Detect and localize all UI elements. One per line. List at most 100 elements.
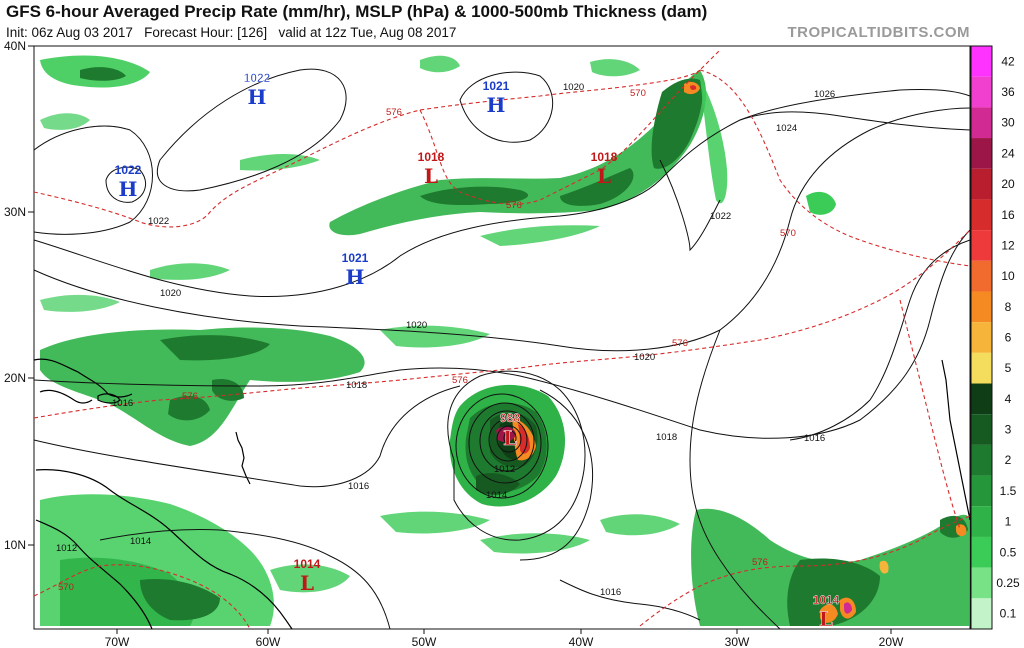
coastline xyxy=(35,519,153,630)
lon-label: 40W xyxy=(569,635,594,648)
colorbar-swatch xyxy=(971,199,992,231)
colorbar-label: 24 xyxy=(1001,146,1015,160)
pressure-letter: L xyxy=(597,164,611,188)
colorbar-swatch xyxy=(971,260,992,292)
thickness-label: 576 xyxy=(182,391,198,402)
colorbar-label: 36 xyxy=(1001,85,1015,99)
pressure-value: 1018 xyxy=(591,150,618,164)
precip-area xyxy=(956,524,967,537)
colorbar-label: 42 xyxy=(1001,54,1015,68)
pressure-value: 988 xyxy=(500,411,520,425)
isobar-label: 1024 xyxy=(776,123,797,134)
precip-area xyxy=(600,514,680,536)
colorbar-label: 8 xyxy=(1005,300,1012,314)
precip-area xyxy=(40,113,90,130)
colorbar-label: 12 xyxy=(1001,238,1015,252)
pressure-letter: L xyxy=(503,426,517,450)
colorbar-label: 2 xyxy=(1005,453,1012,467)
pressure-value: 1014 xyxy=(813,593,840,607)
isobar xyxy=(455,393,549,499)
isobar-label: 1018 xyxy=(656,432,677,443)
thickness-line xyxy=(419,49,721,205)
pressure-letter: H xyxy=(248,85,267,109)
pressure-letter: H xyxy=(487,93,506,117)
isobar xyxy=(789,239,971,441)
thickness-label: 576 xyxy=(386,107,402,118)
high-pressure-center: 1021 H xyxy=(483,79,510,117)
lat-axis: 40N 30N 20N 10N xyxy=(4,39,34,552)
isobar-label: 1014 xyxy=(130,536,151,547)
precip-area xyxy=(380,511,490,534)
high-pressure-center: 1022 H xyxy=(115,163,142,201)
isobar xyxy=(503,430,517,446)
colorbar-label: 1.5 xyxy=(1000,484,1017,498)
colorbar-swatch xyxy=(971,567,992,599)
isobar xyxy=(488,418,528,462)
high-pressure-center: 1022 H xyxy=(243,71,271,109)
isobar xyxy=(479,410,535,472)
precip-area xyxy=(270,564,350,593)
low-pressure-center: 1018 L xyxy=(418,150,445,188)
isobar xyxy=(468,402,542,484)
precip-area xyxy=(160,335,270,361)
colorbar-swatch xyxy=(971,230,992,261)
precip-area xyxy=(420,186,529,206)
lat-label: 30N xyxy=(4,205,26,219)
run-info: Init: 06z Aug 03 2017 Forecast Hour: [12… xyxy=(6,25,456,40)
precip-layer xyxy=(40,55,970,626)
coastline xyxy=(97,393,121,404)
precip-area xyxy=(480,225,600,246)
isobar-label: 1022 xyxy=(148,216,169,227)
precip-area xyxy=(40,294,120,312)
brand-watermark: TROPICALTIDBITS.COM xyxy=(787,24,970,41)
low-pressure-center: 1014 L xyxy=(812,593,840,631)
lon-label: 30W xyxy=(725,635,750,648)
colorbar-label: 10 xyxy=(1001,269,1015,283)
isobar xyxy=(459,71,554,143)
colorbar-label: 16 xyxy=(1001,208,1015,222)
thickness-line xyxy=(899,299,961,530)
precip-area xyxy=(150,263,230,280)
coastline xyxy=(33,358,133,398)
low-pressure-center: 1018 L xyxy=(591,150,618,188)
lon-label: 50W xyxy=(412,635,437,648)
colorbar-swatch xyxy=(971,76,992,108)
low-pressure-center: 988 L xyxy=(500,411,521,451)
lat-label: 20N xyxy=(4,371,26,385)
isobar xyxy=(99,528,391,630)
precip-area xyxy=(690,85,697,90)
init-time: Init: 06z Aug 03 2017 xyxy=(6,25,133,40)
low-pressure-center: 1014 L xyxy=(294,557,321,595)
thickness-line xyxy=(699,69,971,267)
isobar xyxy=(496,425,522,453)
isobar-label: 1020 xyxy=(406,320,427,331)
isobars xyxy=(33,68,971,630)
precip-area xyxy=(518,424,530,454)
thickness-label: 576 xyxy=(452,375,468,386)
lon-label: 20W xyxy=(879,635,904,648)
precip-area xyxy=(40,327,365,446)
precip-area xyxy=(212,378,244,401)
forecast-hour: Forecast Hour: [126] xyxy=(144,25,268,40)
precip-area xyxy=(420,55,460,73)
colorbar-swatch xyxy=(971,138,992,169)
colorbar-swatch xyxy=(971,46,992,77)
colorbar-label: 20 xyxy=(1001,177,1015,191)
precip-area xyxy=(140,578,220,621)
pressure-letter: L xyxy=(424,164,438,188)
precip-area xyxy=(590,59,640,77)
thickness-line xyxy=(639,515,971,627)
colorbar-swatch xyxy=(971,506,992,537)
coastline xyxy=(35,469,293,630)
colorbar-swatch xyxy=(971,107,992,139)
isobar xyxy=(689,329,781,630)
thickness-label: 570 xyxy=(780,228,796,239)
colorbar-swatch xyxy=(971,352,992,384)
pressure-letter: L xyxy=(300,571,314,595)
isobar xyxy=(33,125,153,235)
thickness-lines xyxy=(33,49,971,630)
isobar-label: 1020 xyxy=(634,352,655,363)
colorbar-label: 4 xyxy=(1005,392,1012,406)
isobar-label: 1020 xyxy=(563,82,584,93)
isobar xyxy=(659,159,721,252)
